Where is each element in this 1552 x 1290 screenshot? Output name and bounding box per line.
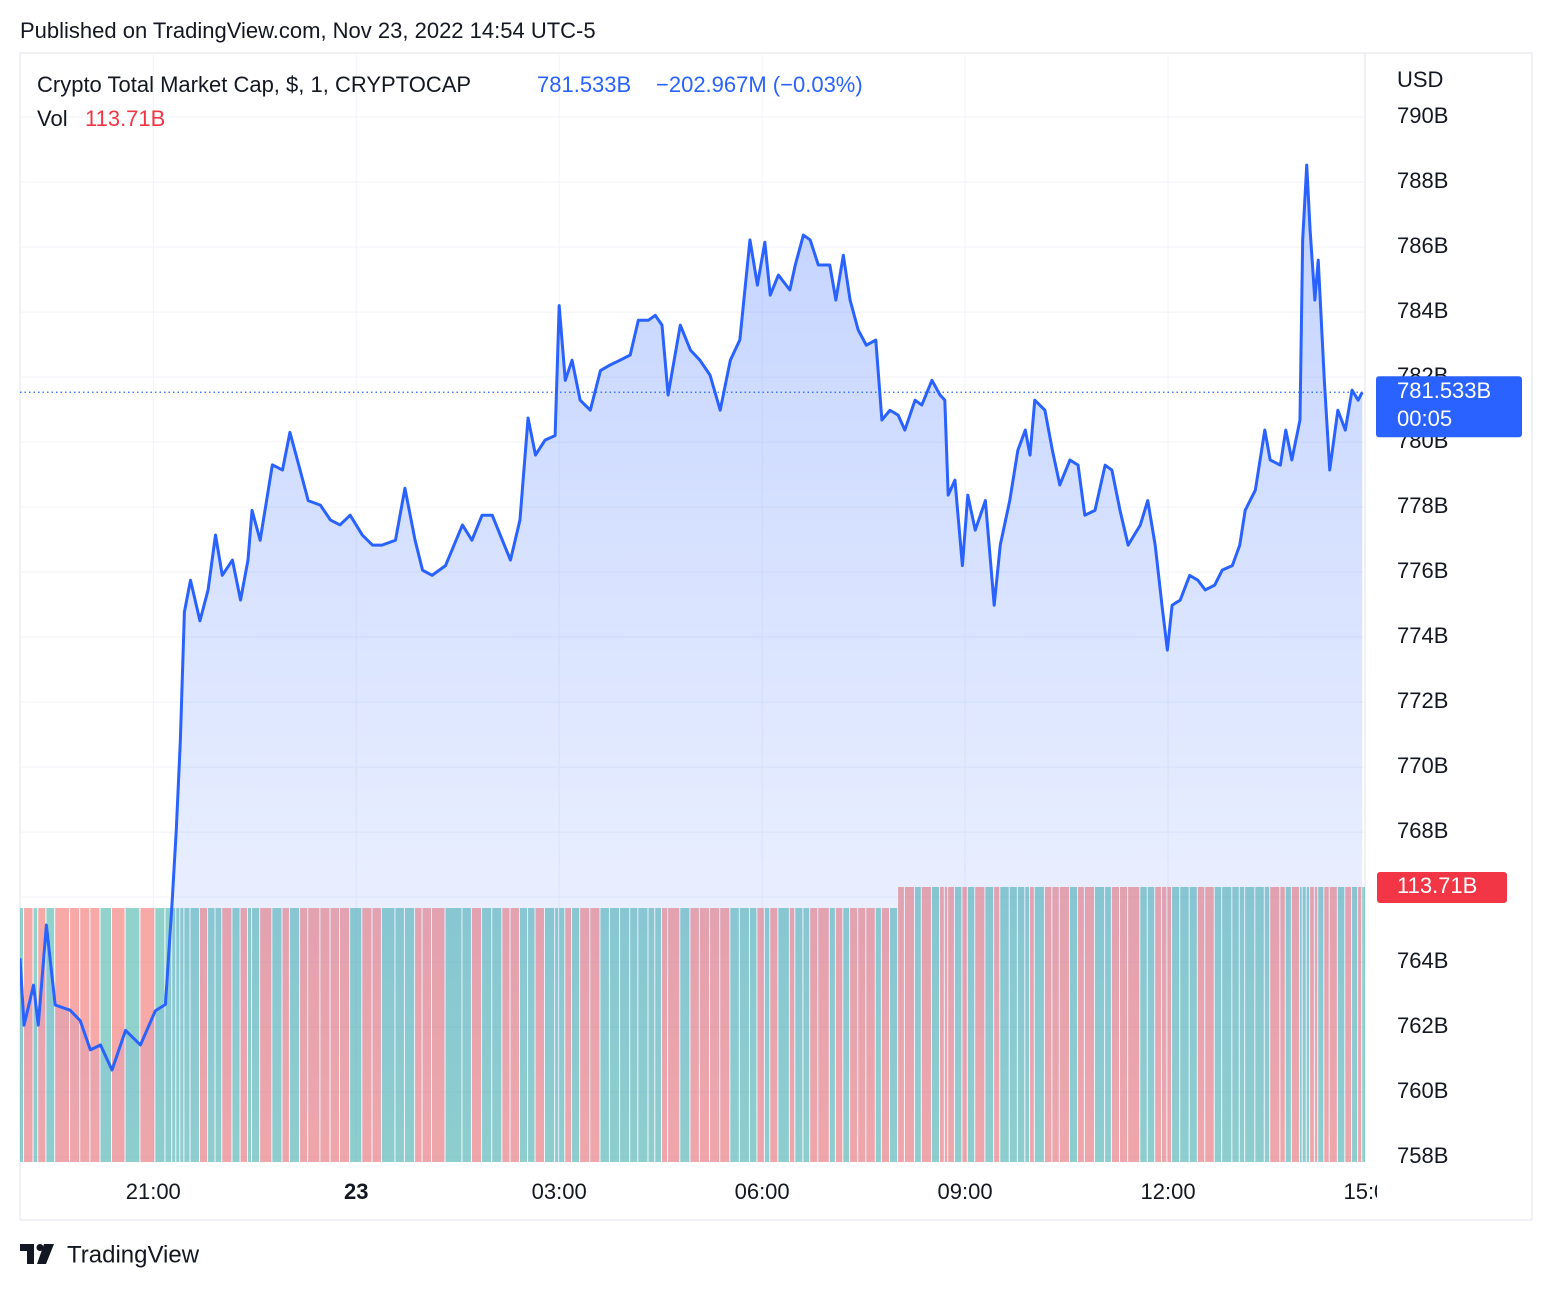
price-area xyxy=(20,165,1363,1162)
x-tick-label: 23 xyxy=(344,1179,368,1204)
x-tick-label: 15:00 xyxy=(1343,1179,1398,1204)
price-change: −202.967M (−0.03%) xyxy=(656,72,863,97)
y-tick-label: 784B xyxy=(1397,298,1448,323)
countdown: 00:05 xyxy=(1397,406,1452,431)
x-tick-label: 03:00 xyxy=(532,1179,587,1204)
x-tick-label: 12:00 xyxy=(1141,1179,1196,1204)
volume-badge-label: 113.71B xyxy=(1397,873,1477,898)
y-tick-label: 774B xyxy=(1397,623,1448,648)
y-tick-label: 758B xyxy=(1397,1143,1448,1168)
last-price-badge xyxy=(1376,376,1522,438)
brand-logo xyxy=(20,1244,54,1264)
volume-title: Vol xyxy=(37,106,68,131)
y-tick-label: 762B xyxy=(1397,1013,1448,1038)
x-tick-label: 06:00 xyxy=(735,1179,790,1204)
symbol-title: Crypto Total Market Cap, $, 1, CRYPTOCAP xyxy=(37,72,471,97)
plot xyxy=(20,163,1365,1162)
y-tick-label: 768B xyxy=(1397,818,1448,843)
last-price: 781.533B xyxy=(537,72,631,97)
volume-last: 113.71B xyxy=(85,106,165,131)
brand-name: TradingView xyxy=(67,1241,200,1268)
time-axis: 21:00 23 03:00 06:00 09:00 12:00 15:00 xyxy=(126,1179,1398,1204)
y-tick-label: 778B xyxy=(1397,493,1448,518)
price-line xyxy=(20,163,1364,1072)
y-tick-label: 776B xyxy=(1397,558,1448,583)
x-tick-label: 21:00 xyxy=(126,1179,181,1204)
price-axis: 758B760B762B764B766B768B770B772B774B776B… xyxy=(1397,103,1448,1168)
volume-badge xyxy=(1377,871,1507,903)
last-price-badge-label: 781.533B xyxy=(1397,378,1491,403)
y-tick-label: 770B xyxy=(1397,753,1448,778)
y-tick-label: 772B xyxy=(1397,688,1448,713)
y-tick-label: 786B xyxy=(1397,233,1448,258)
published-note: Published on TradingView.com, Nov 23, 20… xyxy=(20,18,596,43)
frame xyxy=(19,52,1533,1221)
badges: 781.533B 00:05 113.71B xyxy=(1376,376,1522,903)
y-tick-label: 764B xyxy=(1397,948,1448,973)
y-tick-label: 788B xyxy=(1397,168,1448,193)
y-tick-label: 760B xyxy=(1397,1078,1448,1103)
y-tick-label: 790B xyxy=(1397,103,1448,128)
currency: USD xyxy=(1397,67,1443,92)
volume-bar xyxy=(1362,886,1365,1162)
volume-bar xyxy=(100,908,112,1162)
x-tick-label: 09:00 xyxy=(938,1179,993,1204)
volume-bar xyxy=(90,908,100,1162)
